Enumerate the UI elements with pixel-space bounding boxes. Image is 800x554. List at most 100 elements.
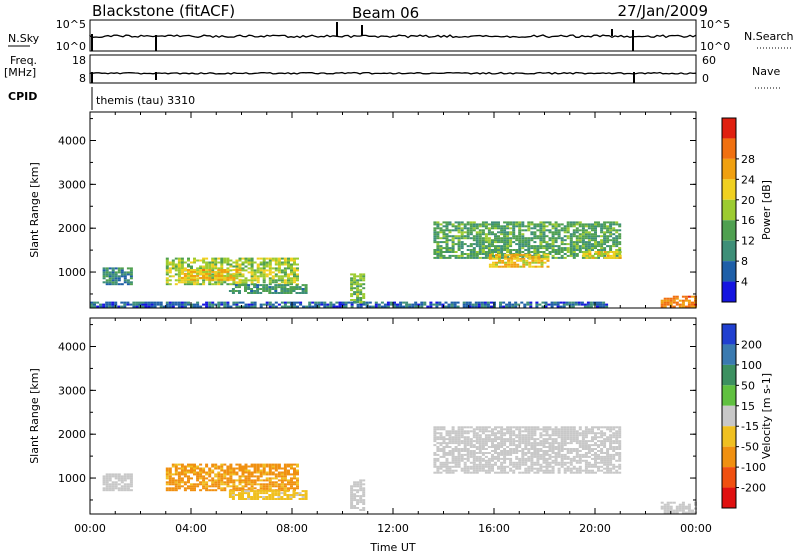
data-cell	[566, 225, 570, 228]
data-cell	[180, 259, 184, 262]
data-cell	[436, 254, 440, 257]
data-cell	[533, 247, 537, 250]
data-cell	[280, 263, 284, 266]
data-cell	[256, 498, 260, 500]
data-cell	[478, 469, 482, 472]
data-cell	[433, 256, 437, 259]
data-cell	[518, 229, 522, 232]
data-cell	[584, 432, 588, 435]
data-cell	[498, 255, 501, 258]
data-cell	[420, 305, 424, 308]
data-cell	[262, 257, 266, 260]
data-cell	[515, 457, 519, 460]
data-cell	[566, 221, 570, 224]
data-cell	[129, 489, 133, 492]
data-cell	[518, 467, 522, 470]
data-cell	[557, 223, 561, 226]
data-cell	[494, 452, 497, 454]
data-cell	[512, 434, 516, 437]
data-cell	[295, 292, 299, 294]
data-cell	[478, 237, 482, 240]
data-cell	[196, 269, 200, 272]
data-cell	[524, 457, 528, 460]
data-cell	[463, 225, 467, 228]
data-cell	[441, 303, 445, 306]
data-cell	[205, 473, 209, 476]
data-cell	[491, 469, 494, 472]
data-cell	[572, 426, 576, 429]
data-cell	[487, 426, 491, 429]
data-cell	[280, 277, 284, 280]
data-cell	[478, 256, 482, 259]
data-cell	[177, 261, 181, 264]
data-cell	[259, 485, 263, 488]
data-cell	[684, 295, 688, 298]
data-cell	[265, 477, 269, 480]
data-cell	[165, 269, 169, 272]
data-cell	[551, 450, 555, 452]
data-cell	[199, 467, 203, 470]
data-cell	[190, 265, 193, 268]
data-cell	[666, 299, 670, 302]
data-cell	[353, 299, 357, 301]
data-cell	[117, 305, 121, 308]
data-cell	[687, 507, 691, 510]
data-cell	[271, 485, 275, 488]
data-cell	[533, 432, 537, 435]
data-cell	[232, 467, 236, 470]
data-cell	[353, 283, 357, 286]
data-cell	[193, 471, 196, 474]
data-cell	[515, 467, 519, 470]
data-cell	[274, 275, 278, 278]
data-cell	[515, 235, 519, 238]
data-cell	[615, 436, 619, 439]
data-cell	[512, 241, 516, 244]
data-cell	[530, 432, 534, 435]
data-cell	[536, 452, 540, 454]
data-cell	[554, 455, 558, 458]
data-cell	[463, 256, 467, 259]
data-cell	[274, 305, 278, 308]
data-cell	[503, 450, 507, 452]
data-cell	[439, 241, 443, 244]
data-cell	[129, 269, 133, 272]
data-cell	[666, 297, 670, 300]
data-cell	[472, 223, 476, 226]
data-cell	[472, 444, 476, 447]
data-cell	[247, 305, 251, 308]
data-cell	[587, 247, 591, 250]
data-cell	[483, 303, 487, 306]
data-cell	[587, 430, 591, 433]
data-cell	[259, 496, 263, 498]
data-cell	[557, 233, 561, 236]
data-cell	[123, 305, 127, 308]
data-cell	[606, 438, 610, 441]
data-cell	[486, 303, 490, 306]
y-tick-label: 1000	[58, 472, 86, 485]
data-cell	[111, 283, 115, 286]
data-cell	[463, 471, 467, 474]
data-cell	[454, 446, 458, 448]
data-cell	[292, 494, 296, 496]
data-cell	[536, 235, 540, 238]
data-cell	[457, 254, 461, 257]
data-cell	[597, 432, 600, 435]
data-cell	[253, 303, 257, 306]
data-cell	[177, 305, 181, 308]
data-cell	[503, 459, 507, 462]
data-cell	[301, 494, 305, 496]
data-cell	[202, 269, 206, 271]
data-cell	[599, 301, 602, 304]
data-cell	[262, 490, 266, 493]
data-cell	[283, 284, 287, 287]
data-cell	[228, 290, 232, 292]
data-cell	[581, 438, 585, 441]
data-cell	[472, 221, 476, 224]
data-cell	[445, 241, 449, 244]
data-cell	[597, 225, 600, 228]
data-cell	[618, 235, 622, 238]
data-cell	[491, 239, 494, 242]
data-cell	[442, 442, 446, 445]
data-cell	[481, 465, 485, 468]
data-cell	[618, 465, 622, 468]
